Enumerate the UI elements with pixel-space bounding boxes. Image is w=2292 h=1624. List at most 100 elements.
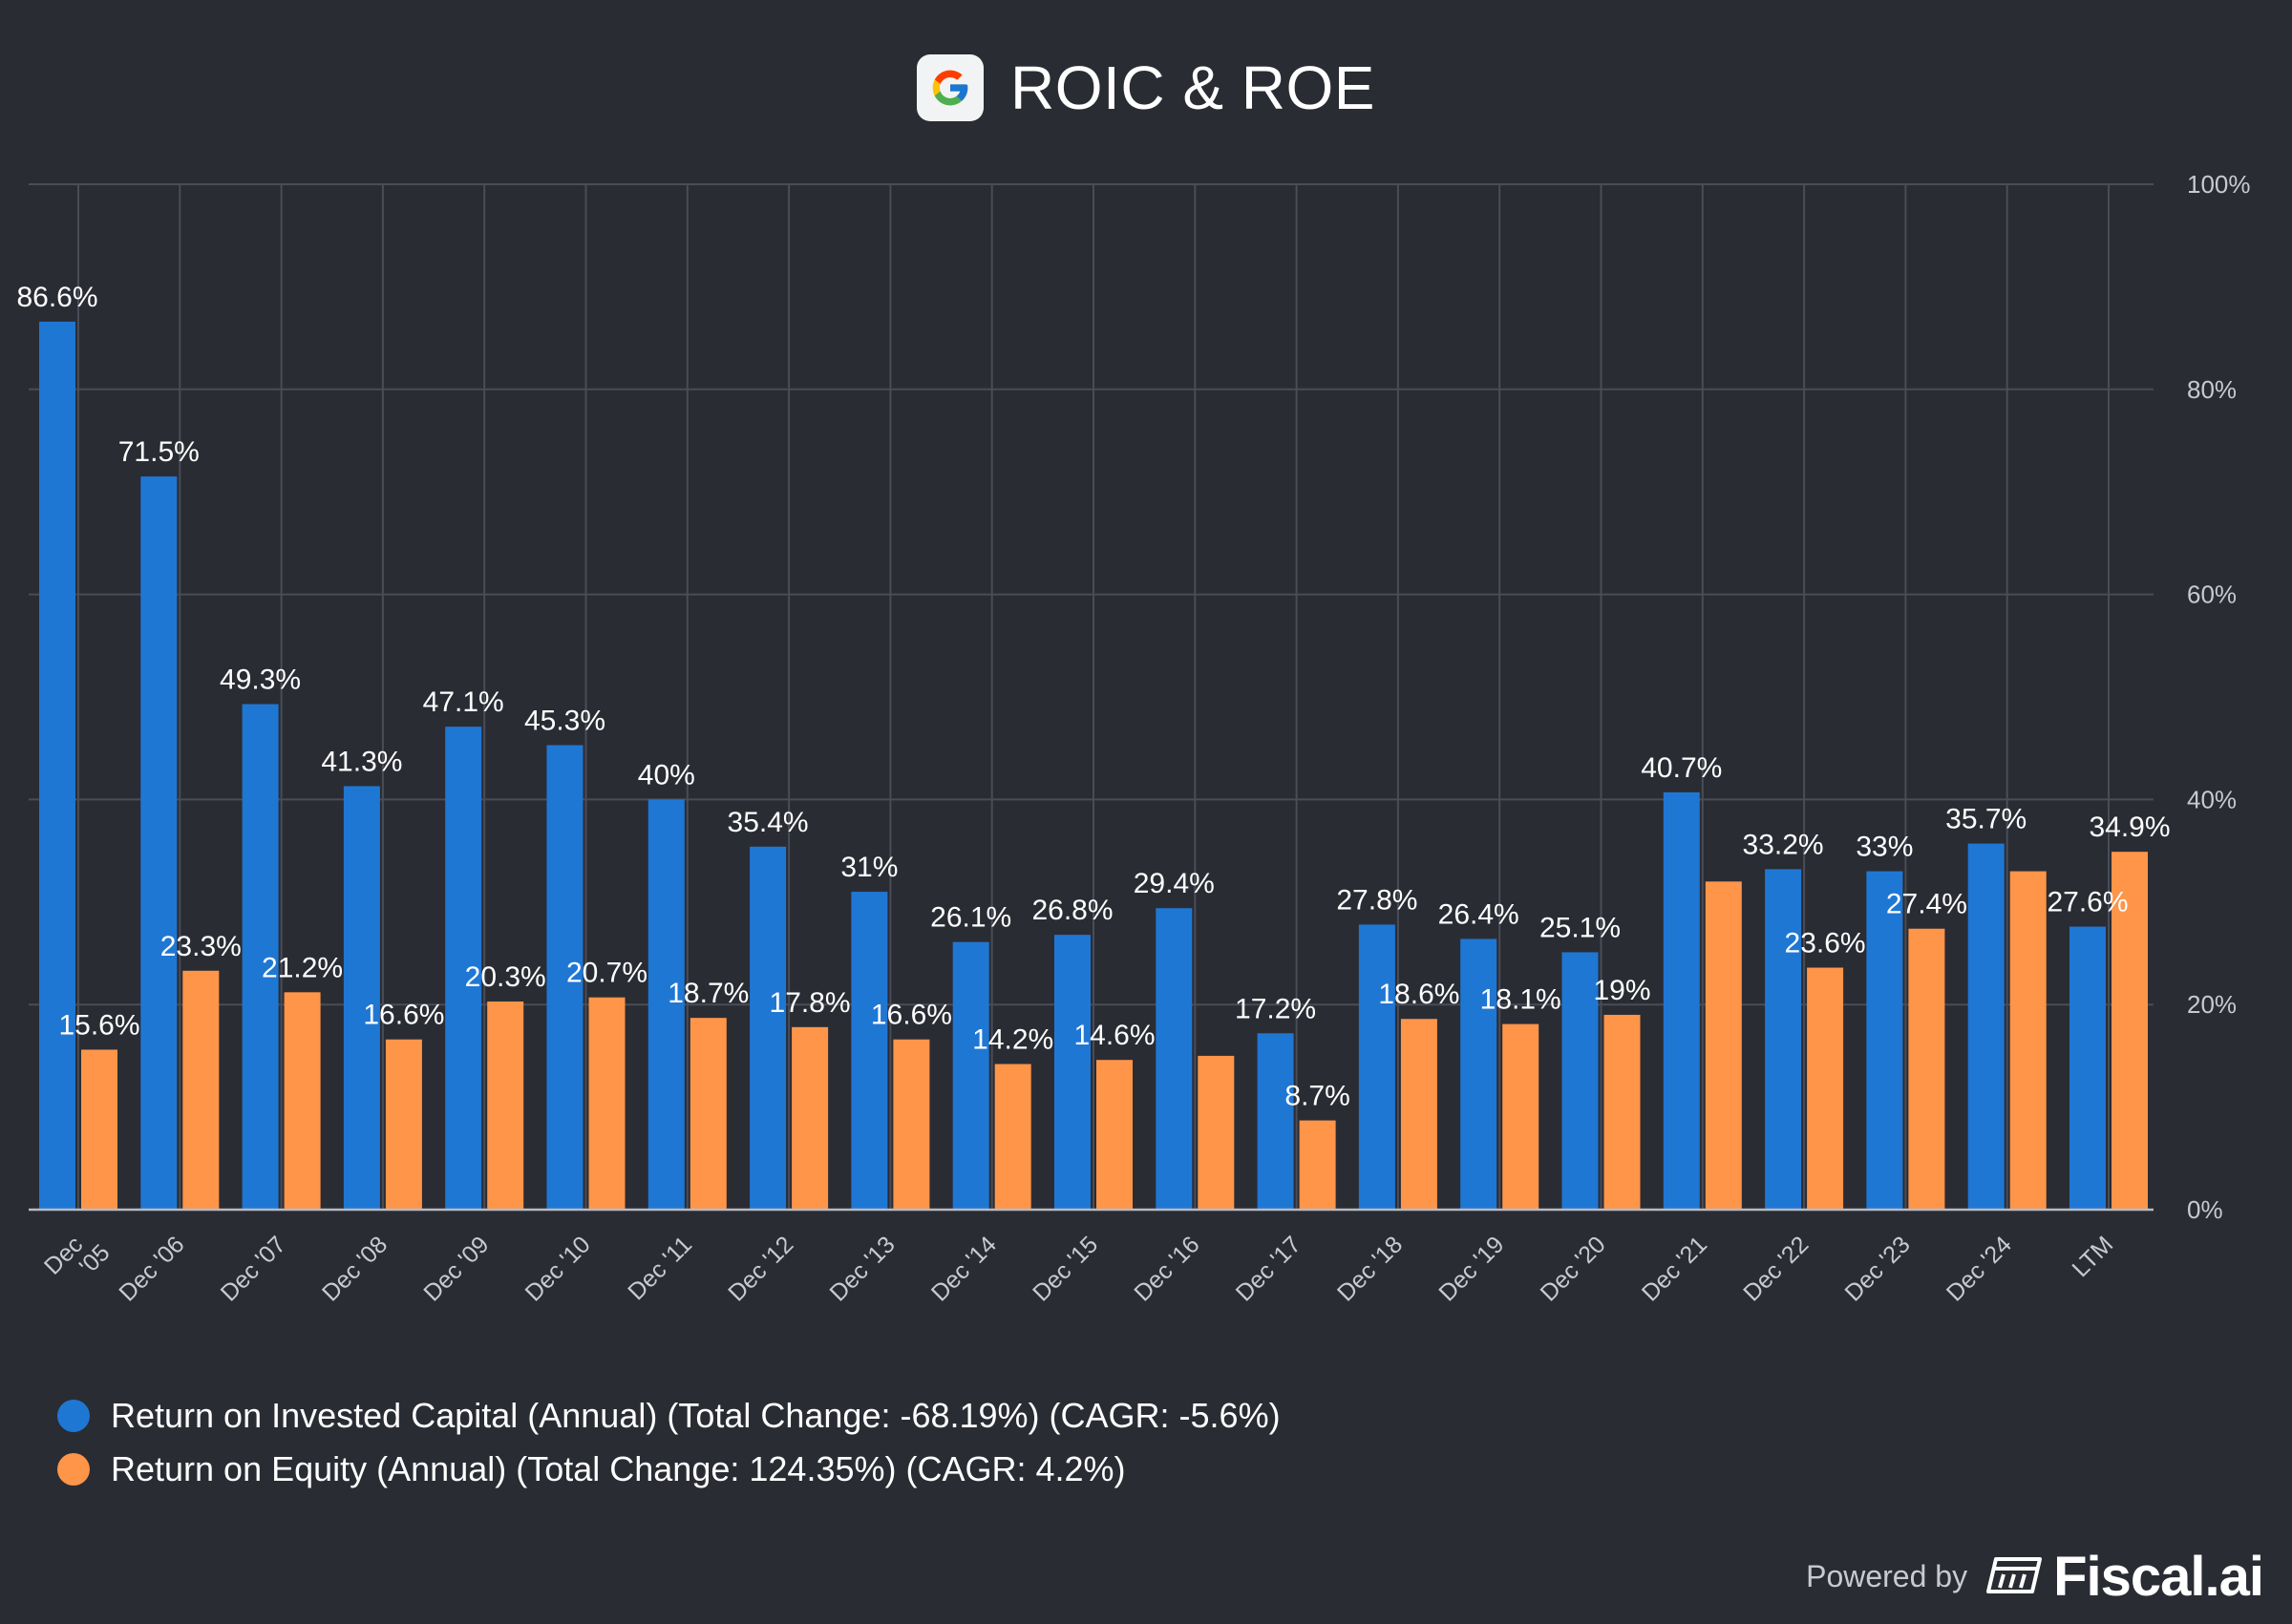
bar-roic[interactable] [445,727,482,1210]
x-tick-label: Dec '21 [1637,1231,1712,1306]
data-label-roic: 47.1% [423,686,504,718]
data-label-roe: 20.7% [566,958,647,989]
x-tick-label-text: Dec '10 [520,1231,596,1306]
bar-roic[interactable] [1257,1033,1294,1210]
bar-roic[interactable] [1358,924,1395,1210]
data-label-roic: 35.4% [728,807,809,838]
bar-roe[interactable] [1502,1023,1539,1210]
bars-layer [39,321,2148,1211]
data-label-roe: 27.4% [1886,889,1967,920]
bar-roe[interactable] [2009,871,2047,1210]
bar-roic[interactable] [952,941,989,1210]
bar-roe[interactable] [1807,967,1844,1210]
x-tick-label: Dec '16 [1129,1231,1204,1306]
bar-roic[interactable] [546,745,584,1210]
data-label-roe: 23.3% [160,931,242,962]
bar-roe[interactable] [893,1039,930,1210]
x-tick-label: Dec '15 [1028,1231,1103,1306]
x-tick-label: Dec '14 [926,1231,1002,1306]
bar-roe[interactable] [1198,1055,1235,1210]
bar-roic[interactable] [1460,939,1497,1210]
x-tick-label-text: Dec '15 [1028,1231,1103,1306]
bar-roic[interactable] [1561,952,1599,1210]
bar-roic[interactable] [39,321,75,1210]
chart-title: ROIC & ROE [1010,53,1375,122]
bar-roe[interactable] [1299,1120,1336,1210]
bar-roic[interactable] [1054,935,1091,1210]
x-tick-label-text: LTM [2067,1231,2118,1282]
x-tick-label-text: Dec '19 [1433,1231,1509,1306]
y-tick-label: 0% [2187,1195,2223,1224]
data-label-roe: 16.6% [871,1000,952,1031]
bar-roic[interactable] [2069,926,2106,1210]
powered-by-text: Powered by [1806,1559,1968,1593]
bar-roe[interactable] [1400,1019,1437,1210]
x-tick-label: Dec '18 [1332,1231,1408,1306]
bar-roe[interactable] [690,1018,727,1210]
x-tick-label-text: Dec '18 [1332,1231,1408,1306]
bar-roe[interactable] [1908,928,1945,1210]
bar-roe[interactable] [1603,1014,1641,1210]
x-tick-label: Dec '17 [1231,1231,1306,1306]
bar-roic[interactable] [1765,869,1802,1210]
data-label-roe: 23.6% [1785,928,1866,960]
x-tick-label: Dec '06 [114,1231,189,1306]
x-tick-label: Dec '08 [317,1231,393,1306]
bar-roic[interactable] [242,704,279,1210]
bar-roic[interactable] [1663,791,1700,1210]
bar-roic[interactable] [1866,871,1903,1210]
x-tick-label: Dec '10 [520,1231,596,1306]
bar-roic[interactable] [851,892,888,1210]
x-tick-label: Dec '19 [1433,1231,1509,1306]
x-tick-label-text: Dec '20 [1536,1231,1611,1306]
x-tick-label-text: Dec '22 [1738,1231,1814,1306]
y-tick-label: 100% [2187,170,2251,199]
legend-item-roic[interactable]: Return on Invested Capital (Annual) (Tot… [57,1389,1281,1443]
data-label-roic: 41.3% [321,746,402,777]
bar-roe[interactable] [1096,1060,1133,1210]
fiscal-ai-logo-icon [1986,1551,2044,1602]
x-tick-label-text: Dec '07 [216,1231,291,1306]
x-tick-label: Dec '24 [1942,1231,2017,1306]
bar-roic[interactable] [343,786,380,1210]
bar-roe[interactable] [792,1026,829,1210]
data-label-roe: 16.6% [363,1000,444,1031]
bar-roic[interactable] [140,476,178,1211]
legend-swatch-roe [57,1453,90,1486]
bar-roic[interactable] [1156,908,1193,1210]
x-tick-label-text: Dec '09 [418,1231,494,1306]
bar-roe[interactable] [994,1064,1031,1210]
bar-roic[interactable] [1967,843,2005,1210]
x-tick-label-text: Dec '13 [824,1231,900,1306]
data-label-roe: 18.7% [668,978,749,1009]
bar-roe[interactable] [81,1049,117,1210]
x-tick-label: Dec '20 [1536,1231,1611,1306]
bar-roe[interactable] [182,970,220,1210]
y-tick-label: 20% [2187,990,2237,1019]
bar-roe[interactable] [385,1039,422,1210]
x-tick-label-text: Dec '16 [1129,1231,1204,1306]
brand-name[interactable]: Fiscal.ai [2053,1546,2264,1608]
x-tick-label: Dec '09 [418,1231,494,1306]
bar-roe[interactable] [487,1001,524,1210]
bar-roic[interactable] [647,799,685,1210]
bar-roe[interactable] [2112,852,2148,1210]
footer-branding: Powered by Fiscal.ai [1806,1545,2264,1609]
bar-roe[interactable] [284,992,321,1210]
x-tick-label-text: Dec '14 [926,1231,1002,1306]
bar-roe[interactable] [1705,881,1742,1210]
data-label-roe: 8.7% [1284,1081,1349,1112]
bar-chart: 86.6% 15.6% 71.5% 23.3% 49.3% 21.2% 41.3% 16.6%… [16,170,2251,1307]
bar-roe[interactable] [588,997,626,1210]
legend-item-roe[interactable]: Return on Equity (Annual) (Total Change:… [57,1443,1281,1496]
data-label-roic: 40.7% [1641,752,1722,784]
legend-label-roe: Return on Equity (Annual) (Total Change:… [111,1449,1126,1488]
x-tick-label: Dec '22 [1738,1231,1814,1306]
data-label-roic: 17.2% [1235,993,1316,1024]
x-tick-label: Dec '11 [623,1231,697,1305]
data-label-roe: 19% [1593,975,1650,1006]
data-label-roe: 34.9% [2089,812,2170,843]
x-tick-label-text: Dec '12 [723,1231,798,1306]
bar-roic[interactable] [750,846,787,1210]
